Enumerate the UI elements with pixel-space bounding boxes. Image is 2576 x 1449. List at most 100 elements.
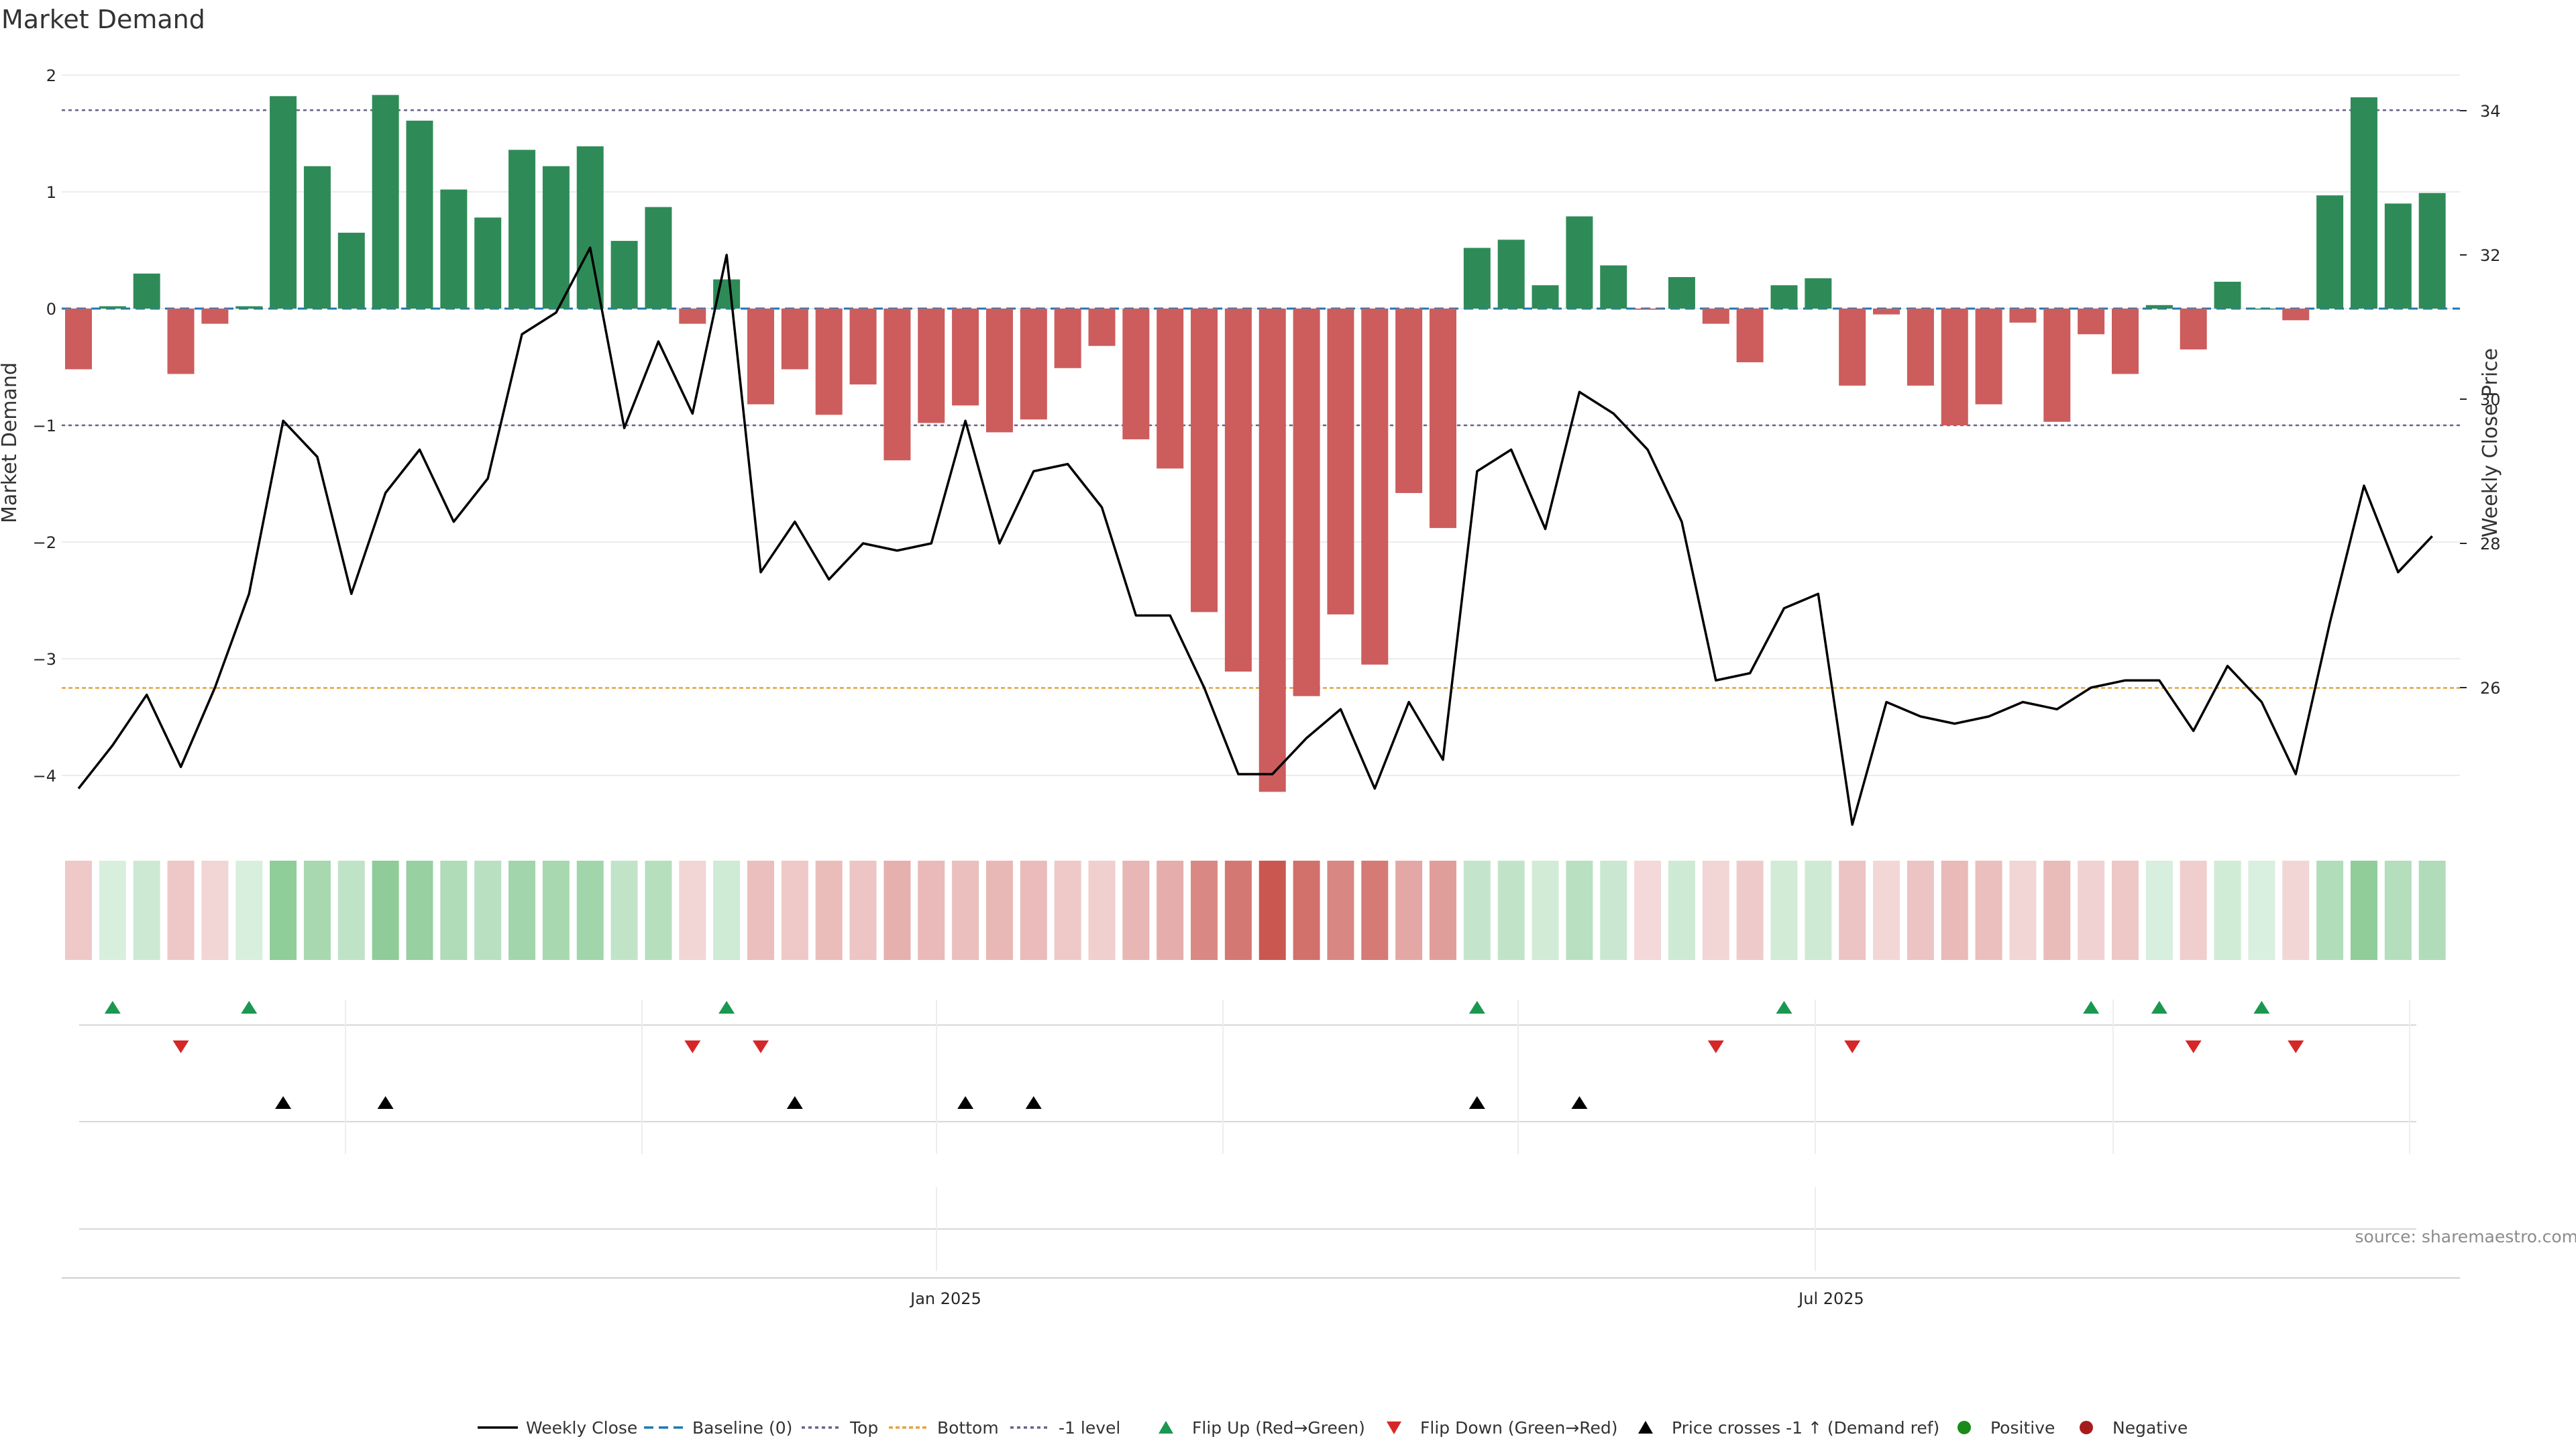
demand-bar <box>2384 203 2412 309</box>
legend-label: -1 level <box>1059 1418 1120 1438</box>
demand-bar <box>883 309 911 461</box>
y-tick-label: −3 <box>33 650 56 669</box>
right-axis-ticks: 34 32 30 28 26 <box>2460 102 2501 698</box>
legend-label: Flip Down (Green→Red) <box>1420 1418 1618 1438</box>
demand-bar <box>65 309 92 370</box>
heat-cell <box>2214 861 2241 960</box>
demand-bar <box>1191 309 1218 612</box>
heat-cell <box>1600 861 1627 960</box>
heat-cell <box>781 861 808 960</box>
legend-label: Price crosses -1 ↑ (Demand ref) <box>1672 1418 1939 1438</box>
demand-bar <box>1975 309 2002 405</box>
legend-swatch <box>1159 1421 1173 1434</box>
legend-swatch <box>2080 1421 2093 1434</box>
demand-bar <box>1122 309 1150 439</box>
source-note: source: sharemaestro.com <box>2355 1227 2576 1246</box>
heat-cell <box>1634 861 1662 960</box>
demand-bar <box>2180 309 2207 350</box>
heat-cell <box>1293 861 1320 960</box>
demand-bar <box>406 120 433 309</box>
demand-bar <box>1430 309 1456 529</box>
heat-cell <box>1736 861 1764 960</box>
demand-bar <box>542 166 570 309</box>
demand-bar <box>2112 309 2139 374</box>
heat-cell <box>1463 861 1491 960</box>
demand-bar <box>508 150 536 309</box>
heat-cell <box>713 861 741 960</box>
demand-bar <box>679 309 706 324</box>
demand-bar <box>1839 309 1866 386</box>
demand-bar <box>645 207 672 309</box>
heat-cell <box>985 861 1013 960</box>
legend-label: Positive <box>1990 1418 2055 1438</box>
flip-up-marker <box>2253 1001 2270 1014</box>
demand-bar <box>1054 309 1081 368</box>
heat-cell <box>1873 861 1900 960</box>
y-tick-label: −1 <box>33 417 56 435</box>
price-line <box>77 246 2433 826</box>
price-line-group <box>77 246 2433 826</box>
demand-bar <box>133 273 160 309</box>
heat-cell <box>133 861 160 960</box>
demand-bar <box>1463 248 1491 309</box>
heat-cell <box>2078 861 2105 960</box>
x-tick-jan-2025: Jan 2025 <box>909 1289 981 1308</box>
heat-cell <box>1839 861 1866 960</box>
flip-down-marker <box>1844 1040 1861 1053</box>
demand-bar <box>1532 285 1559 309</box>
heat-cell <box>337 861 365 960</box>
demand-bar <box>576 146 604 309</box>
demand-bar <box>440 189 468 309</box>
price-cross-marker <box>1468 1096 1485 1109</box>
demand-bar <box>1634 309 1662 310</box>
left-axis-ticks: 2 1 0 −1 −2 −3 −4 <box>33 66 56 786</box>
heat-cell <box>2350 861 2377 960</box>
flip-down-marker <box>172 1040 189 1053</box>
demand-bar <box>1668 277 1695 309</box>
legend-label: Weekly Close <box>526 1418 637 1438</box>
y-tick-label: −2 <box>33 533 56 552</box>
heat-cell <box>1361 861 1389 960</box>
heat-cell <box>2418 861 2446 960</box>
demand-bar <box>2214 281 2241 309</box>
demand-bar <box>1805 278 1832 309</box>
heat-cell <box>1395 861 1423 960</box>
heat-cell <box>918 861 945 960</box>
y-tick-label: −4 <box>33 767 56 786</box>
y2-axis-title: Weekly Close Price <box>2479 348 2502 537</box>
heat-cell <box>167 861 195 960</box>
heat-cell <box>2248 861 2275 960</box>
heat-cell <box>1941 861 1968 960</box>
heat-cell <box>1054 861 1081 960</box>
heat-cell <box>1258 861 1286 960</box>
demand-bar <box>781 309 808 370</box>
heat-cell <box>1907 861 1934 960</box>
heat-cell <box>65 861 92 960</box>
y2-tick-label: 34 <box>2480 102 2501 121</box>
demand-bar <box>474 217 502 309</box>
demand-bar <box>201 309 229 324</box>
demand-bar <box>167 309 195 374</box>
heat-cell <box>1668 861 1695 960</box>
heat-cell <box>2145 861 2173 960</box>
heat-cell <box>1702 861 1729 960</box>
legend: Weekly Close Baseline (0) Top Bottom -1 leve… <box>478 1418 2188 1438</box>
flip-up-marker <box>1468 1001 1485 1014</box>
legend-label: Flip Up (Red→Green) <box>1192 1418 1365 1438</box>
heat-cell <box>1088 861 1116 960</box>
chart-title: Market Demand <box>1 5 205 34</box>
heat-cell <box>2316 861 2344 960</box>
y-tick-label: 2 <box>46 66 56 85</box>
heat-cell <box>1224 861 1252 960</box>
price-cross-marker <box>377 1096 394 1109</box>
heat-cell <box>2384 861 2412 960</box>
heat-cell <box>610 861 638 960</box>
demand-bar <box>2248 309 2275 310</box>
heat-cell <box>508 861 536 960</box>
demand-bar <box>2009 309 2037 323</box>
demand-bar <box>1361 309 1389 665</box>
legend-label: Baseline (0) <box>692 1418 792 1438</box>
heat-cell <box>2112 861 2139 960</box>
heat-cell <box>440 861 468 960</box>
demand-bar <box>1873 309 1900 315</box>
